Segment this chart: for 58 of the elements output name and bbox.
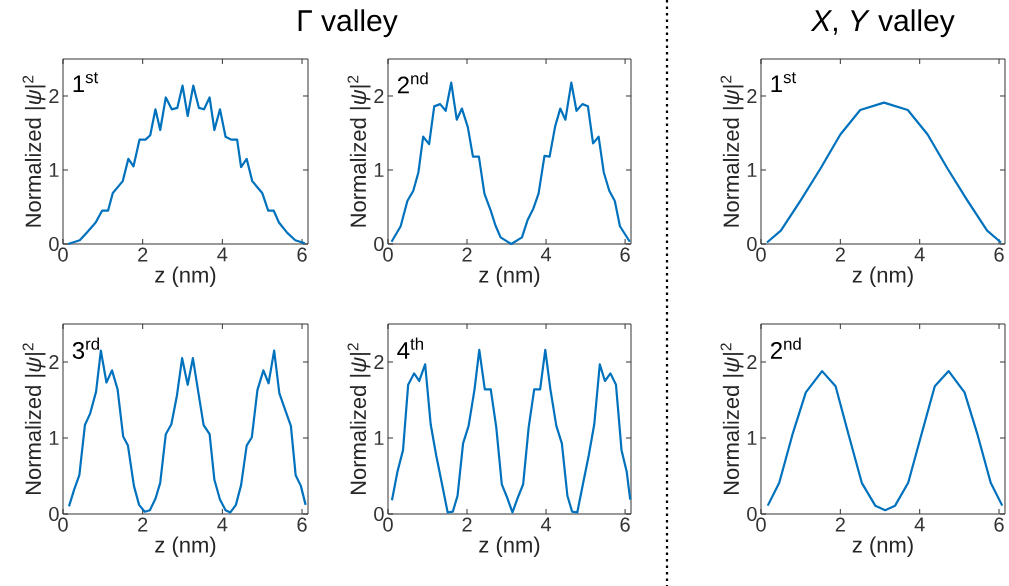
annotation: 1$^{st}$ <box>73 72 99 93</box>
x-axis-title: z (nm) <box>155 266 216 288</box>
y-tick-label: 1 <box>374 163 384 177</box>
x-axis-title: z (nm) <box>852 536 913 558</box>
y-axis-title: Normalized |ψ|$^{2}$ <box>347 75 371 227</box>
x-tick-label: 2 <box>462 247 472 262</box>
x-tick-label: 6 <box>297 247 307 262</box>
annotation: 4$^{th}$ <box>397 337 423 359</box>
x-tick-label: 6 <box>620 247 630 262</box>
annotation: 2$^{nd}$ <box>397 72 428 94</box>
y-axis-title: Normalized |ψ|$^{2}$ <box>22 75 46 227</box>
y-tick-label: 0 <box>49 236 59 252</box>
y-tick-label: 0 <box>747 236 757 252</box>
line-series <box>765 101 1003 244</box>
y-tick-label: 1 <box>49 163 59 177</box>
x-tick-label: 4 <box>914 247 925 262</box>
chart-title: X, Y valley <box>810 9 955 38</box>
x-tick-label: 2 <box>835 247 845 262</box>
x-tick-label: 6 <box>994 247 1004 262</box>
x-tick-label: 4 <box>540 517 552 532</box>
x-tick-label: 4 <box>217 517 228 532</box>
y-tick-label: 0 <box>374 506 384 522</box>
annotation: 3$^{rd}$ <box>72 337 99 359</box>
x-tick-label: 6 <box>620 517 630 532</box>
x-axis-title: z (nm) <box>479 266 540 288</box>
x-tick-label: 2 <box>835 517 845 532</box>
y-tick-label: 1 <box>49 431 59 445</box>
x-tick-label: 2 <box>138 517 148 532</box>
chart-title: Γ valley <box>298 9 398 38</box>
y-axis-title: Normalized |ψ|$^{2}$ <box>720 75 744 227</box>
y-tick-label: 1 <box>747 431 757 445</box>
x-axis-title: z (nm) <box>852 266 913 288</box>
y-tick-label: 0 <box>49 506 59 522</box>
x-tick-label: 2 <box>138 247 148 262</box>
y-tick-label: 2 <box>49 89 59 103</box>
y-axis-title: Normalized |ψ|$^{2}$ <box>22 343 46 495</box>
x-tick-label: 2 <box>462 517 472 532</box>
y-axis-title: Normalized |ψ|$^{2}$ <box>347 343 371 495</box>
x-tick-label: 6 <box>297 517 307 532</box>
y-tick-label: 0 <box>747 506 757 522</box>
y-tick-label: 1 <box>374 431 384 445</box>
y-tick-label: 2 <box>374 89 384 103</box>
y-tick-label: 2 <box>747 89 757 103</box>
x-axis-title: z (nm) <box>479 536 540 558</box>
x-tick-label: 4 <box>217 247 228 262</box>
y-tick-label: 1 <box>747 163 757 177</box>
x-tick-label: 4 <box>914 517 925 532</box>
x-axis-title: z (nm) <box>155 536 216 558</box>
line-series <box>766 370 1004 512</box>
x-tick-label: 6 <box>994 517 1004 532</box>
y-tick-label: 2 <box>374 355 384 369</box>
annotation: 1$^{st}$ <box>771 72 797 93</box>
x-tick-label: 4 <box>540 247 552 262</box>
annotation: 2$^{nd}$ <box>770 337 801 359</box>
y-tick-label: 2 <box>747 355 757 369</box>
y-tick-label: 0 <box>374 236 384 252</box>
y-axis-title: Normalized |ψ|$^{2}$ <box>720 343 744 495</box>
y-tick-label: 2 <box>49 355 59 369</box>
